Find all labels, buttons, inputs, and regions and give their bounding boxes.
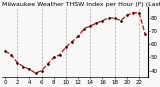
Text: Milwaukee Weather THSW Index per Hour (F) (Last 24 Hours): Milwaukee Weather THSW Index per Hour (F… (2, 2, 160, 7)
